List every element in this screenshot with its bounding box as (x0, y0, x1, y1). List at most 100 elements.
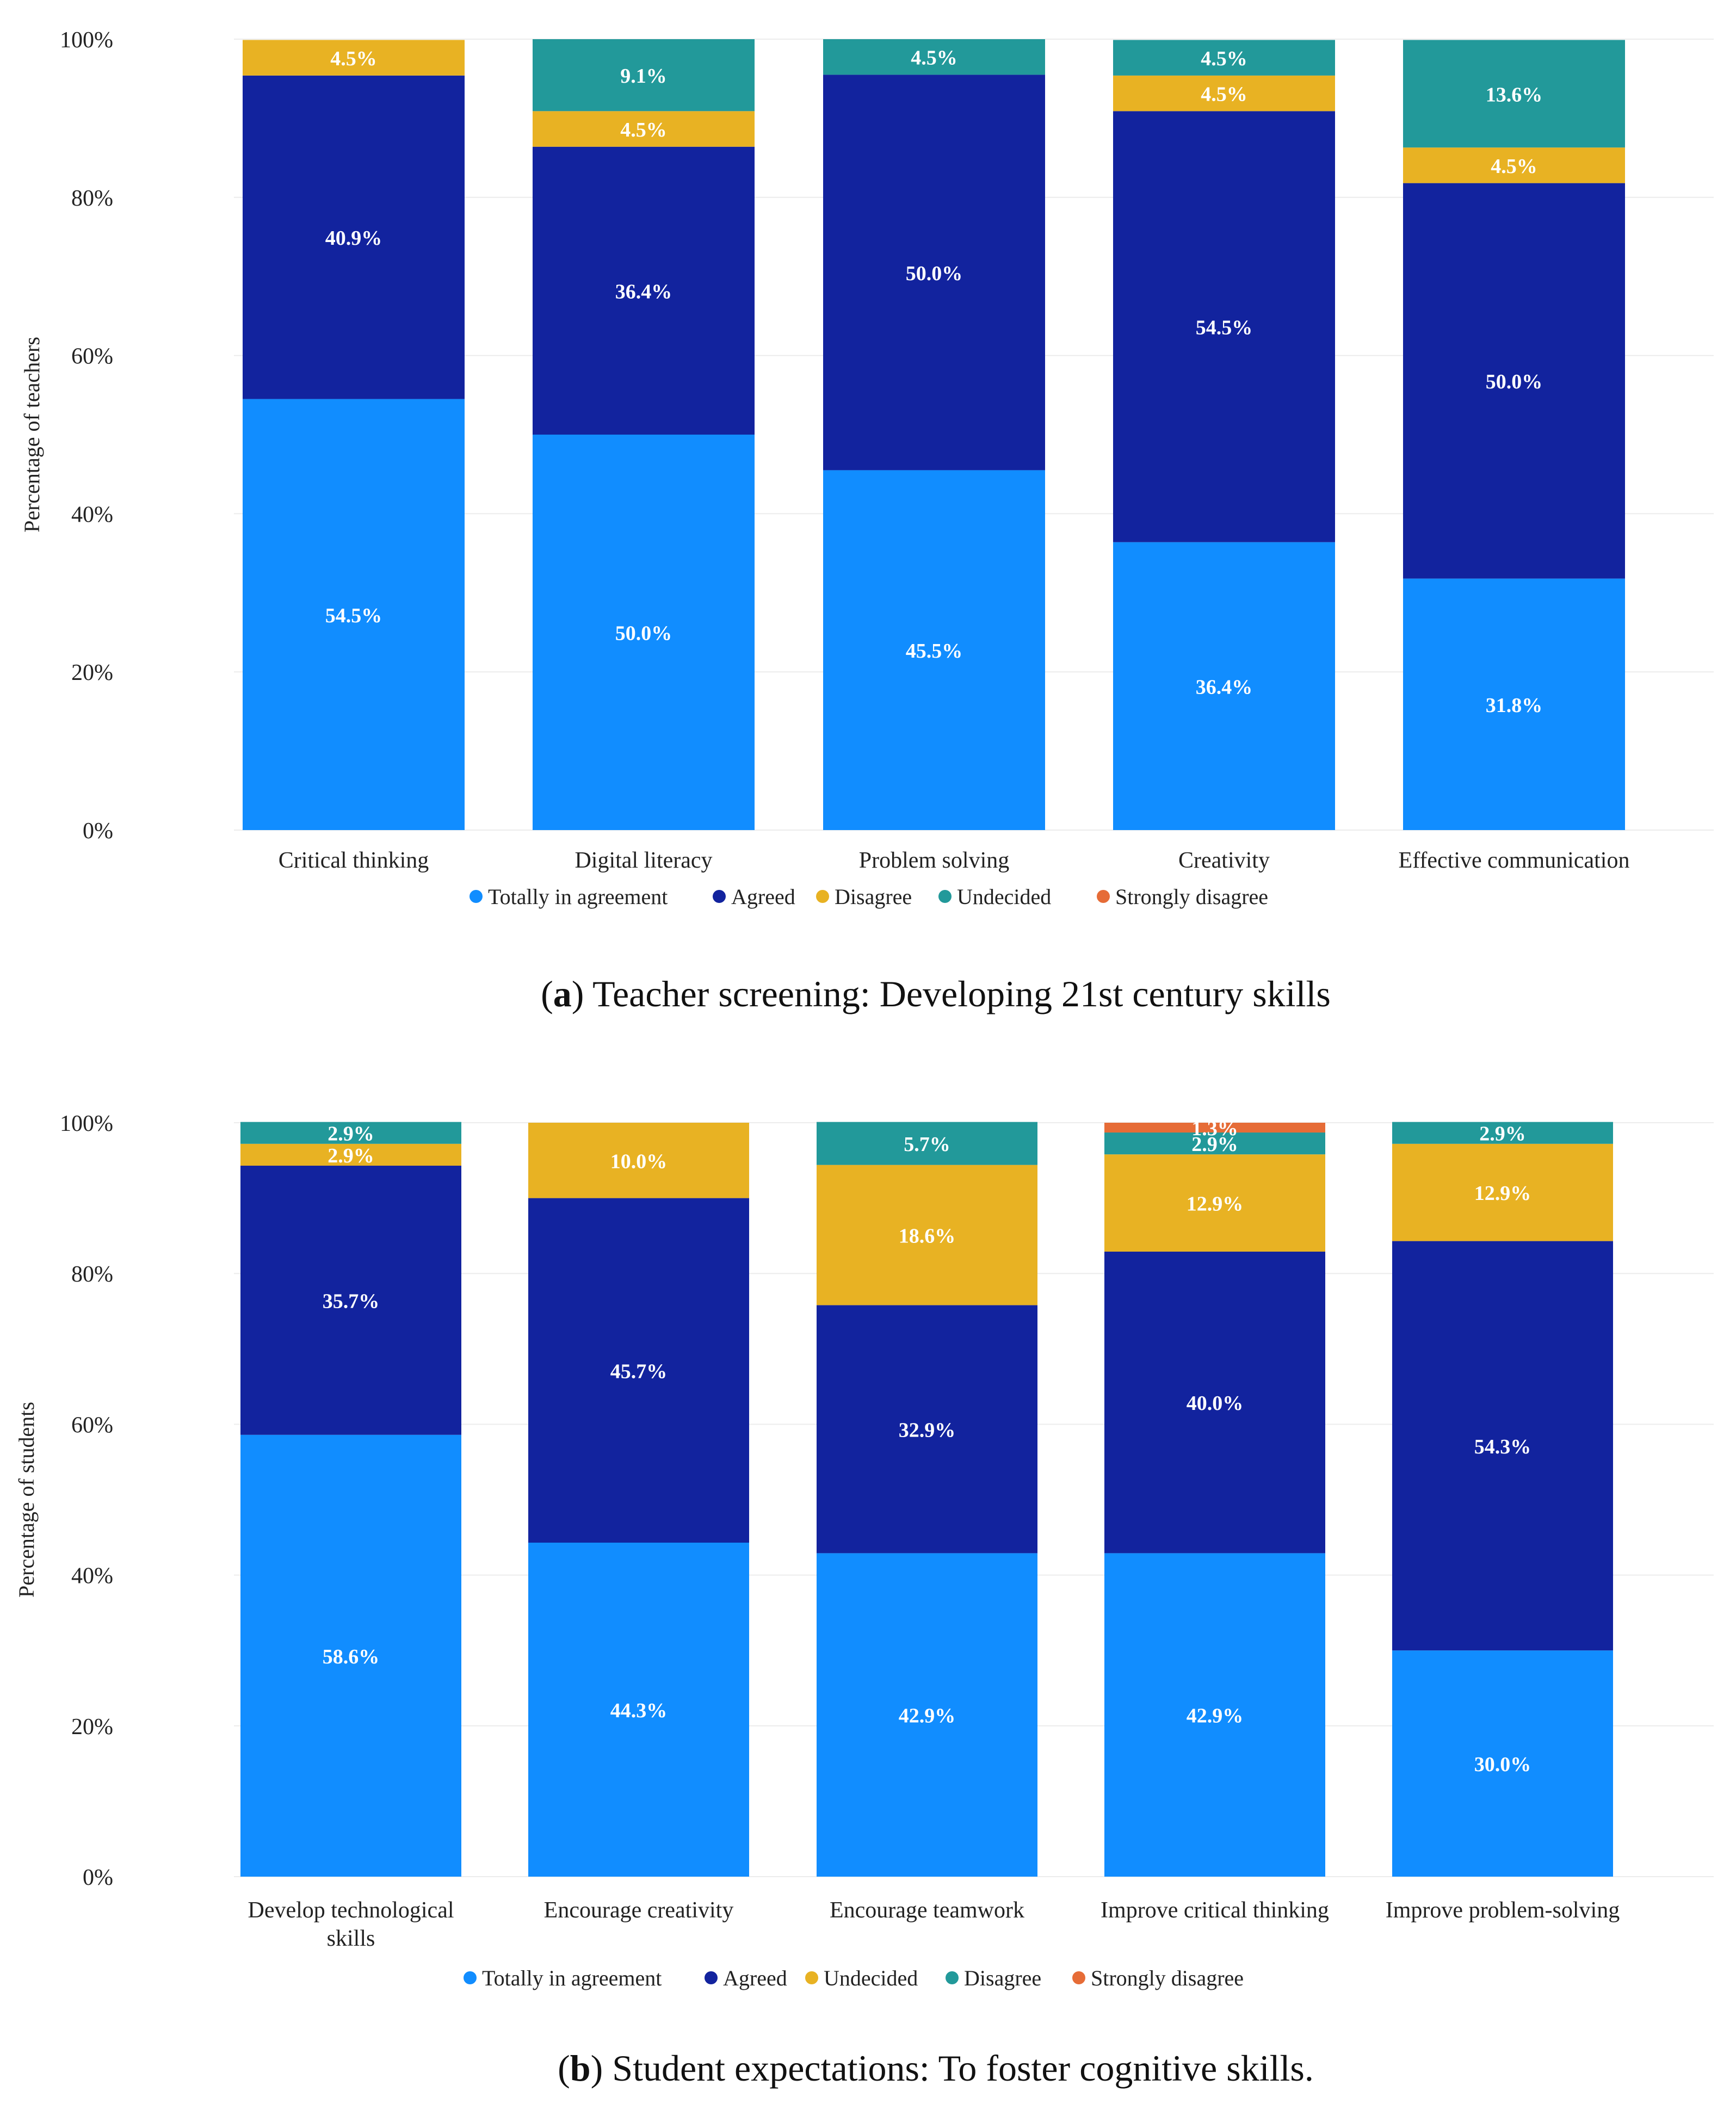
bar-segment (1403, 40, 1625, 148)
legend-label: Strongly disagree (1091, 1966, 1244, 1990)
legend-label: Disagree (964, 1966, 1041, 1990)
chart-panel-b: 0% 20% 40% 60% 80% 100% Percentage of students… (14, 1111, 1714, 2089)
bar-segment (240, 1143, 461, 1166)
x-category-label: Creativity (1178, 848, 1270, 873)
x-category-label: skills (327, 1926, 375, 1951)
x-category-label: Improve problem-solving (1386, 1898, 1620, 1923)
bar-segment (1104, 1154, 1325, 1252)
legend-marker (464, 1971, 477, 1984)
legend-marker (705, 1971, 718, 1984)
bar-segment (243, 40, 465, 76)
bar-segment (1392, 1650, 1613, 1877)
legend-marker (713, 890, 726, 903)
y-tick-label: 20% (71, 660, 113, 685)
data-label: 32.9% (899, 1419, 956, 1441)
data-label: 50.0% (615, 622, 672, 645)
legend: Totally in agreement Agreed Disagree Undeci… (469, 884, 1268, 909)
x-category-label: Problem solving (859, 848, 1010, 873)
legend-label: Undecided (824, 1966, 918, 1990)
x-category-label: Digital literacy (574, 848, 712, 873)
y-tick-label: 0% (83, 819, 113, 844)
bar-segment (1392, 1122, 1613, 1144)
bar-segment (1113, 542, 1335, 830)
data-label: 9.1% (620, 65, 667, 88)
legend-label: Agreed (731, 884, 795, 909)
data-label: 12.9% (1187, 1193, 1244, 1216)
data-label: 36.4% (1196, 676, 1253, 698)
data-label: 40.0% (1187, 1392, 1244, 1415)
bar-segment (533, 111, 755, 147)
bar-segment (823, 39, 1045, 75)
x-category-label: Effective communication (1399, 848, 1630, 873)
data-label: 4.5% (911, 47, 957, 70)
bar-segment (533, 146, 755, 435)
bar-segment (243, 399, 465, 830)
data-label: 5.7% (904, 1133, 950, 1156)
data-label: 4.5% (1491, 155, 1537, 178)
bar-segment (240, 1434, 461, 1877)
data-label: 35.7% (323, 1290, 380, 1313)
data-label: 2.9% (328, 1144, 374, 1167)
bar-segment (1113, 75, 1335, 112)
bar-segment (823, 75, 1045, 471)
y-tick-label: 80% (71, 186, 113, 211)
y-tick-label: 20% (71, 1715, 113, 1740)
data-label: 40.9% (325, 227, 382, 250)
data-label: 4.5% (1201, 83, 1247, 106)
y-axis-label: Percentage of teachers (20, 337, 44, 533)
bar-segment (1113, 111, 1335, 542)
bar-segment (533, 435, 755, 830)
bar-segment (817, 1553, 1037, 1877)
bar-segment (1403, 183, 1625, 579)
y-tick-label: 40% (71, 502, 113, 527)
y-tick-label: 0% (83, 1865, 113, 1890)
x-category-label: Encourage teamwork (830, 1898, 1024, 1923)
legend-label: Undecided (957, 884, 1051, 909)
legend-label: Agreed (723, 1966, 787, 1990)
x-category-label: Develop technological (248, 1898, 454, 1923)
legend-label: Totally in agreement (482, 1966, 662, 1990)
data-label: 18.6% (899, 1225, 956, 1248)
bar-segment (1403, 147, 1625, 183)
bar-segment (1104, 1553, 1325, 1877)
x-category-label: Improve critical thinking (1101, 1898, 1329, 1923)
legend-marker (1072, 1971, 1085, 1984)
data-label: 30.0% (1474, 1753, 1531, 1776)
data-label: 45.5% (906, 640, 963, 663)
data-label: 4.5% (1201, 47, 1247, 70)
bar-segment (1104, 1252, 1325, 1554)
data-label: 2.9% (1191, 1133, 1238, 1156)
bar-segment (1104, 1133, 1325, 1155)
legend-label: Strongly disagree (1115, 884, 1268, 909)
data-label: 42.9% (899, 1705, 956, 1728)
data-label: 54.3% (1474, 1435, 1531, 1458)
data-label: 50.0% (906, 262, 963, 285)
panel-caption: (a) Teacher screening: Developing 21st c… (541, 973, 1331, 1014)
bar-segment (243, 75, 465, 399)
bar-segment (240, 1166, 461, 1435)
x-category-label: Critical thinking (279, 848, 429, 873)
legend-marker (946, 1971, 959, 1984)
data-label: 10.0% (610, 1150, 668, 1173)
legend: Totally in agreement Agreed Undecided Disag… (464, 1966, 1244, 1990)
chart-panel-a: 0% 20% 40% 60% 80% 100% Percentage of teachers… (20, 28, 1714, 1014)
data-label: 12.9% (1474, 1182, 1531, 1205)
data-label: 2.9% (1479, 1123, 1526, 1146)
data-label: 54.5% (1196, 317, 1253, 339)
y-tick-label: 60% (71, 344, 113, 369)
bar-segment (533, 39, 755, 112)
legend-marker (469, 890, 483, 903)
data-label: 54.5% (325, 604, 382, 627)
bar-segment (528, 1198, 749, 1543)
data-label: 4.5% (620, 119, 667, 141)
data-label: 2.9% (328, 1123, 374, 1146)
legend-marker (1097, 890, 1110, 903)
bar-segment (1403, 578, 1625, 830)
legend-marker (816, 890, 829, 903)
data-label: 42.9% (1187, 1705, 1244, 1728)
bar-segment (1392, 1241, 1613, 1651)
legend-label: Totally in agreement (488, 884, 668, 909)
bar-segment (240, 1122, 461, 1144)
data-label: 36.4% (615, 280, 672, 303)
